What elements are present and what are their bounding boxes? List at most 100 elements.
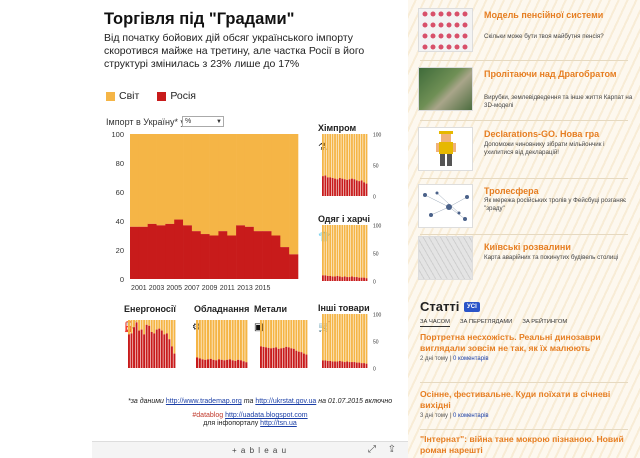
small-bar-world[interactable] bbox=[305, 320, 308, 355]
small-bar-russia[interactable] bbox=[260, 346, 262, 368]
aerial-map-thumb[interactable] bbox=[418, 67, 473, 111]
bar-world[interactable] bbox=[174, 134, 184, 220]
sidebar-item-pension[interactable]: Модель пенсійної системи Скільки може бу… bbox=[418, 8, 633, 58]
small-bar-russia[interactable] bbox=[360, 277, 363, 281]
small-bar-russia[interactable] bbox=[302, 353, 305, 368]
small-bar-world[interactable] bbox=[351, 225, 353, 277]
bar-world[interactable] bbox=[236, 134, 246, 226]
small-bar-russia[interactable] bbox=[170, 346, 173, 368]
small-bar-world[interactable] bbox=[334, 134, 336, 179]
sidebar-item-title[interactable]: Пролітаючи над Драгобратом bbox=[484, 69, 617, 79]
small-bar-world[interactable] bbox=[275, 320, 278, 348]
small-bar-world[interactable] bbox=[300, 320, 303, 353]
small-bar-world[interactable] bbox=[351, 134, 353, 179]
small-bar-world[interactable] bbox=[204, 320, 207, 360]
small-bar-russia[interactable] bbox=[343, 179, 346, 196]
small-bar-russia[interactable] bbox=[245, 362, 248, 368]
bar-russia[interactable] bbox=[280, 247, 290, 279]
small-bar-russia[interactable] bbox=[287, 347, 290, 368]
small-bar-russia[interactable] bbox=[336, 275, 339, 281]
bar-world[interactable] bbox=[262, 134, 272, 232]
small-bar-world[interactable] bbox=[365, 314, 368, 364]
small-bar-world[interactable] bbox=[353, 134, 356, 180]
small-bar-world[interactable] bbox=[331, 225, 334, 277]
bar-russia[interactable] bbox=[244, 226, 255, 279]
small-bar-world[interactable] bbox=[360, 225, 363, 278]
small-bar-world[interactable] bbox=[277, 320, 280, 349]
bar-russia[interactable] bbox=[236, 225, 246, 279]
bar-world[interactable] bbox=[156, 134, 166, 226]
small-bar-world[interactable] bbox=[331, 134, 334, 179]
small-bar-world[interactable] bbox=[196, 320, 199, 358]
small-bar-russia[interactable] bbox=[363, 182, 365, 196]
small-bar-world[interactable] bbox=[329, 134, 332, 178]
trademap-link[interactable]: http://www.trademap.org bbox=[165, 398, 242, 405]
sidebar-item-kyiv-ruins[interactable]: Київські розвалини Карта аварійних та по… bbox=[418, 236, 633, 286]
small-bar-world[interactable] bbox=[138, 320, 141, 331]
small-bar-russia[interactable] bbox=[130, 333, 133, 368]
small-bar-world[interactable] bbox=[348, 314, 351, 363]
small-bar-world[interactable] bbox=[363, 314, 365, 364]
small-bar-world[interactable] bbox=[336, 134, 339, 180]
small-bar-world[interactable] bbox=[130, 320, 133, 334]
small-bar-world[interactable] bbox=[133, 320, 135, 328]
small-bar-russia[interactable] bbox=[297, 351, 300, 368]
sidebar-item-declarations[interactable]: Declarations-GO. Нова гра Допоможи чинов… bbox=[418, 127, 633, 177]
small-bar-world[interactable] bbox=[322, 225, 324, 276]
article-title[interactable]: "Інтернат": війна тане мокрою пізнаною. … bbox=[420, 434, 624, 455]
small-bar-world[interactable] bbox=[326, 314, 329, 361]
small-bar-russia[interactable] bbox=[295, 350, 298, 368]
bar-russia[interactable] bbox=[262, 231, 272, 279]
sidebar-item-title[interactable]: Тролесфера bbox=[484, 186, 539, 196]
small-bar-russia[interactable] bbox=[346, 361, 349, 368]
small-bar-world[interactable] bbox=[290, 320, 293, 349]
small-bar-world[interactable] bbox=[272, 320, 275, 348]
small-bar-world[interactable] bbox=[302, 320, 305, 354]
small-bar-russia[interactable] bbox=[326, 360, 329, 368]
small-bar-world[interactable] bbox=[334, 225, 336, 277]
bar-russia[interactable] bbox=[227, 235, 237, 280]
small-bar-russia[interactable] bbox=[128, 334, 130, 368]
small-bar-russia[interactable] bbox=[163, 334, 166, 368]
small-bar-russia[interactable] bbox=[358, 277, 361, 281]
small-bar-russia[interactable] bbox=[135, 322, 138, 368]
small-bar-world[interactable] bbox=[358, 314, 361, 363]
small-bar-russia[interactable] bbox=[331, 276, 334, 281]
bar-russia[interactable] bbox=[138, 226, 148, 279]
tab-by-rating[interactable]: ЗА РЕЙТИНГОМ bbox=[522, 319, 568, 325]
small-bar-russia[interactable] bbox=[326, 177, 329, 196]
small-bar-russia[interactable] bbox=[322, 360, 324, 368]
small-bar-russia[interactable] bbox=[346, 179, 349, 196]
small-bar-russia[interactable] bbox=[348, 179, 351, 196]
small-bar-russia[interactable] bbox=[338, 360, 341, 368]
small-bar-russia[interactable] bbox=[355, 362, 358, 368]
tab-by-views[interactable]: ЗА ПЕРЕГЛЯДАМИ bbox=[459, 319, 513, 325]
small-bar-russia[interactable] bbox=[329, 275, 332, 281]
small-bar-russia[interactable] bbox=[267, 347, 270, 368]
small-bar-world[interactable] bbox=[341, 314, 344, 362]
small-bar-world[interactable] bbox=[148, 320, 151, 326]
small-bar-russia[interactable] bbox=[351, 276, 353, 281]
small-bar-russia[interactable] bbox=[338, 276, 341, 281]
small-bar-russia[interactable] bbox=[353, 277, 356, 281]
small-bar-world[interactable] bbox=[331, 314, 334, 362]
small-bar-russia[interactable] bbox=[165, 333, 168, 368]
bar-world[interactable] bbox=[253, 134, 263, 232]
small-bar-russia[interactable] bbox=[206, 359, 210, 368]
small-bar-russia[interactable] bbox=[272, 347, 275, 368]
fullscreen-icon[interactable]: ⤢ bbox=[368, 444, 376, 455]
small-bar-world[interactable] bbox=[209, 320, 212, 359]
small-bar-russia[interactable] bbox=[155, 329, 158, 368]
bar-world[interactable] bbox=[289, 134, 299, 255]
bar-russia[interactable] bbox=[209, 235, 219, 280]
bar-russia[interactable] bbox=[200, 234, 210, 279]
small-bar-russia[interactable] bbox=[158, 328, 161, 368]
small-bar-world[interactable] bbox=[287, 320, 290, 348]
city-map-thumb[interactable] bbox=[418, 236, 473, 280]
small-bar-russia[interactable] bbox=[348, 277, 351, 281]
small-bar-world[interactable] bbox=[242, 320, 245, 362]
small-bar-russia[interactable] bbox=[351, 178, 353, 196]
pixel-character-thumb[interactable] bbox=[418, 127, 473, 171]
bar-russia[interactable] bbox=[147, 223, 157, 279]
small-bar-world[interactable] bbox=[322, 134, 324, 177]
